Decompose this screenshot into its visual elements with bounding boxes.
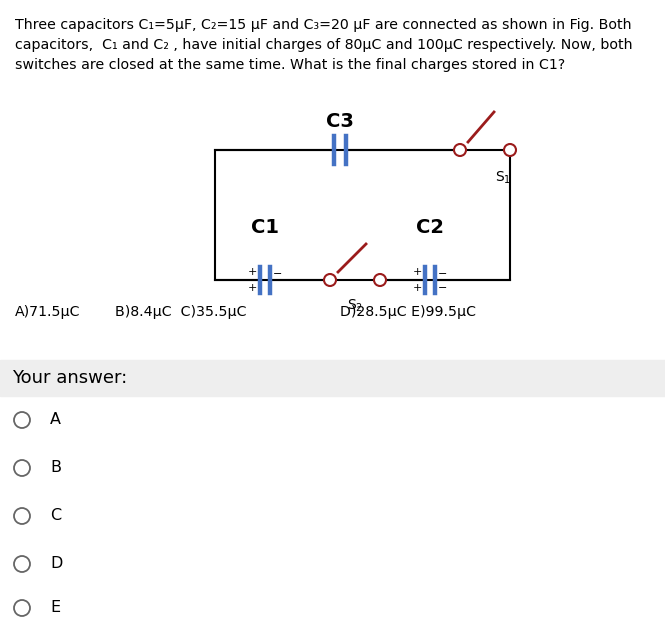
Text: Your answer:: Your answer:: [12, 369, 127, 387]
Text: −: −: [438, 269, 448, 279]
Text: E: E: [50, 601, 60, 616]
Text: C: C: [50, 508, 61, 523]
Text: +: +: [247, 267, 257, 277]
Circle shape: [374, 274, 386, 286]
Text: B)8.4μC  C)35.5μC: B)8.4μC C)35.5μC: [115, 305, 247, 319]
Text: −: −: [438, 283, 448, 293]
Text: A: A: [50, 413, 61, 428]
Text: D)28.5μC E)99.5μC: D)28.5μC E)99.5μC: [340, 305, 476, 319]
Text: −: −: [273, 269, 283, 279]
Bar: [0, 360, 665, 396]
Text: C1: C1: [251, 218, 279, 237]
Text: +: +: [412, 283, 422, 293]
Text: +: +: [412, 267, 422, 277]
Text: S$_1$: S$_1$: [495, 170, 511, 186]
Text: Three capacitors C₁=5μF, C₂=15 μF and C₃=20 μF are connected as shown in Fig. Bo: Three capacitors C₁=5μF, C₂=15 μF and C₃…: [15, 18, 632, 32]
Text: switches are closed at the same time. What is the final charges stored in C1?: switches are closed at the same time. Wh…: [15, 58, 565, 72]
Circle shape: [14, 460, 30, 476]
Circle shape: [14, 412, 30, 428]
Text: D: D: [50, 557, 63, 572]
Circle shape: [504, 144, 516, 156]
Circle shape: [454, 144, 466, 156]
Bar: [215, 150, 510, 280]
Circle shape: [14, 600, 30, 616]
Text: S$_2$: S$_2$: [347, 298, 363, 314]
Text: C3: C3: [326, 112, 354, 131]
Text: B: B: [50, 460, 61, 476]
Text: C2: C2: [416, 218, 444, 237]
Text: A)71.5μC: A)71.5μC: [15, 305, 80, 319]
Text: capacitors,  C₁ and C₂ , have initial charges of 80μC and 100μC respectively. No: capacitors, C₁ and C₂ , have initial cha…: [15, 38, 632, 52]
Circle shape: [324, 274, 336, 286]
Circle shape: [14, 508, 30, 524]
Circle shape: [14, 556, 30, 572]
Text: +: +: [247, 283, 257, 293]
